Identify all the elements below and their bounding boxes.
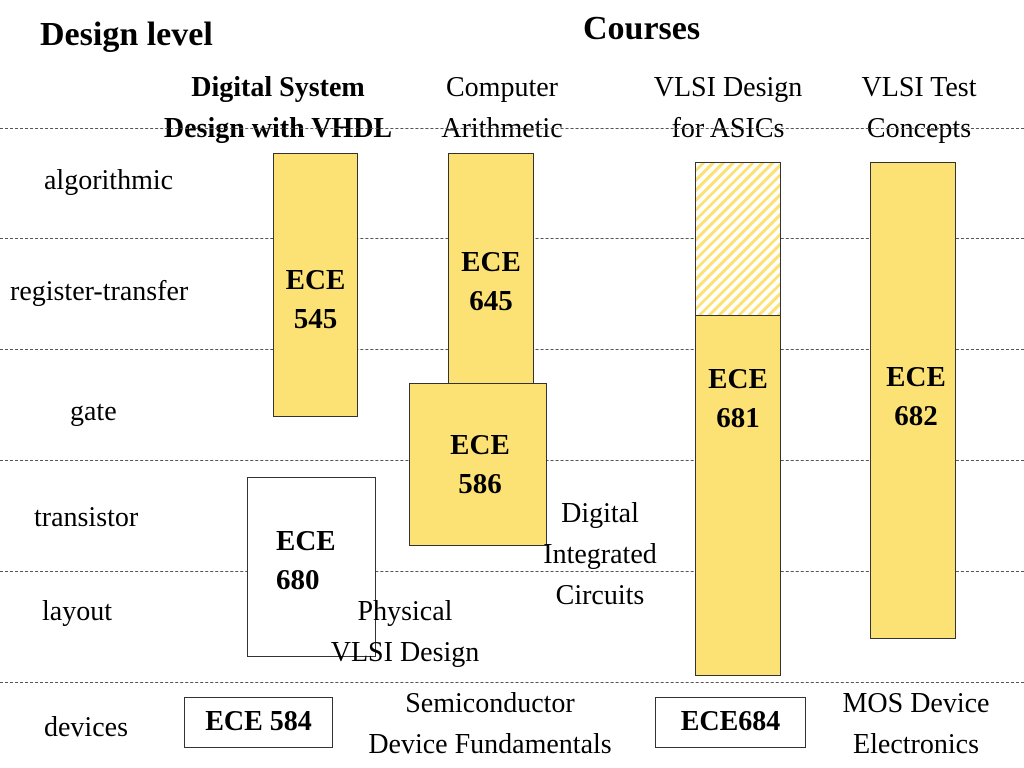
course-title-vhdl: Digital System Design with VHDL — [163, 72, 393, 144]
level-divider — [0, 128, 1024, 129]
ece586-bar — [409, 383, 547, 546]
ece645-label: ECE 645 — [461, 246, 521, 317]
note-semiconductor-device-fundamentals: Semiconductor Device Fundamentals — [368, 688, 612, 760]
ece586-label: ECE 586 — [450, 429, 510, 500]
ece681-hatched-region — [695, 162, 781, 316]
ece681-label: ECE 681 — [708, 363, 768, 434]
ece545-bar — [273, 153, 358, 417]
level-register-transfer: register-transfer — [10, 276, 189, 307]
ece681-bar — [695, 315, 781, 676]
level-devices: devices — [44, 712, 128, 743]
level-gate: gate — [70, 396, 117, 427]
level-divider — [0, 571, 1024, 572]
ece680-box — [247, 477, 376, 657]
ece682-label: ECE 682 — [886, 361, 946, 432]
level-algorithmic: algorithmic — [44, 165, 174, 196]
courses-title: Courses — [583, 10, 701, 47]
note-mos-device-electronics: MOS Device Electronics — [842, 688, 990, 760]
ece682-bar — [870, 162, 956, 639]
course-title-asics: VLSI Design for ASICs — [653, 72, 803, 144]
ece680-label: ECE 680 — [276, 525, 336, 596]
note-physical-vlsi-design: Physical VLSI Design — [330, 596, 480, 668]
design-level-title: Design level — [40, 16, 213, 53]
ece684-box: ECE684 — [655, 697, 806, 748]
level-layout: layout — [42, 596, 112, 627]
ece584-box: ECE 584 — [184, 697, 333, 748]
course-title-arithmetic: Computer Arithmetic — [441, 72, 563, 144]
note-digital-integrated-circuits: Digital Integrated Circuits — [543, 498, 657, 611]
course-title-test: VLSI Test Concepts — [861, 72, 977, 144]
ece545-label: ECE 545 — [285, 264, 346, 335]
ece645-bar — [448, 153, 534, 385]
level-divider — [0, 682, 1024, 683]
level-transistor: transistor — [34, 502, 139, 533]
